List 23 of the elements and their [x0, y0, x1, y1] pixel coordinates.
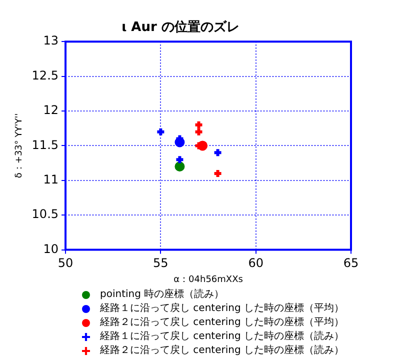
x-tick-label: 50	[58, 256, 74, 270]
x-tick-label: 65	[343, 256, 359, 270]
legend-label: 経路１に沿って戻し centering した時の座標（平均）	[100, 302, 344, 316]
x-tick-label: 55	[153, 256, 168, 270]
legend-label: 経路１に沿って戻し centering した時の座標（読み）	[100, 330, 344, 344]
point	[212, 148, 223, 158]
legend-label: 経路２に沿って戻し centering した時の座標（平均）	[100, 316, 344, 330]
chart-title: ι Aur の位置のズレ	[122, 20, 240, 36]
y-tick-label: 12.5	[32, 68, 59, 82]
y-tick-label: 11.5	[32, 138, 59, 152]
y-tick-label: 11	[43, 172, 59, 187]
legend-label: 経路２に沿って戻し centering した時の座標（読み）	[100, 344, 344, 358]
x-tick-label: 60	[248, 256, 264, 270]
y-axis-title: δ：+33° YY'Y''	[14, 113, 25, 178]
y-tick-label: 10	[43, 242, 59, 256]
y-tick-label: 12	[43, 103, 59, 118]
legend-label: pointing 時の座標（読み）	[100, 288, 224, 302]
y-tick-label: 10.5	[32, 207, 59, 222]
point	[174, 162, 185, 172]
point	[174, 154, 185, 165]
y-tick-label: 13	[43, 34, 59, 48]
point	[156, 126, 166, 137]
x-axis-title: α：04h56mXXs	[174, 274, 244, 285]
